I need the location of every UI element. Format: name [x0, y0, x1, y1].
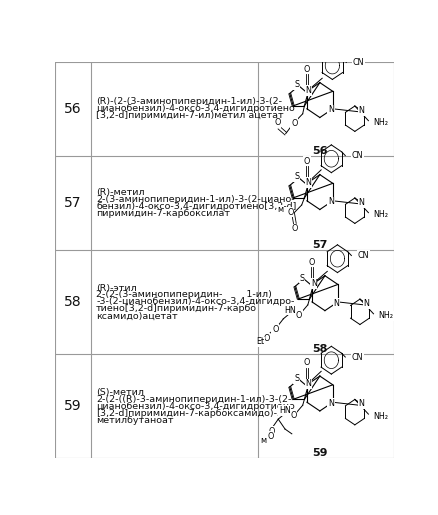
- Text: 59: 59: [312, 448, 328, 458]
- Text: [3,2-d]пиримидин-7-ил)метил ацетат: [3,2-d]пиримидин-7-ил)метил ацетат: [96, 111, 284, 120]
- Text: 59: 59: [64, 399, 82, 413]
- Text: S: S: [294, 80, 299, 90]
- Text: NH₂: NH₂: [373, 411, 388, 421]
- Text: 2-(2-((R)-3-аминопиперидин-1-ил)-3-(2-: 2-(2-((R)-3-аминопиперидин-1-ил)-3-(2-: [96, 395, 292, 404]
- Text: 57: 57: [64, 196, 82, 210]
- Text: O: O: [287, 208, 293, 217]
- Text: N: N: [306, 86, 311, 95]
- Text: пиримидин-7-карбоксилат: пиримидин-7-карбоксилат: [96, 209, 230, 218]
- Text: 58: 58: [312, 344, 328, 354]
- Text: O: O: [304, 157, 310, 166]
- Text: NH₂: NH₂: [378, 311, 393, 320]
- Text: O: O: [291, 119, 297, 128]
- Text: ксамидо)ацетат: ксамидо)ацетат: [96, 311, 178, 320]
- Text: N: N: [359, 399, 364, 408]
- Text: O: O: [267, 432, 274, 441]
- Text: (R)-этил: (R)-этил: [96, 284, 137, 293]
- Text: тиено[3,2-d]пиримидин-7-карбо: тиено[3,2-d]пиримидин-7-карбо: [96, 304, 257, 313]
- Text: N: N: [328, 399, 334, 408]
- Text: 2-(3-аминопиперидин-1-ил)-3-(2-циано-: 2-(3-аминопиперидин-1-ил)-3-(2-циано-: [96, 195, 295, 204]
- Text: O: O: [304, 65, 310, 74]
- Text: CN: CN: [351, 151, 363, 160]
- Text: ᴍ: ᴍ: [278, 205, 284, 214]
- Text: (R)-(2-(3-аминопиперидин-1-ил)-3-(2-: (R)-(2-(3-аминопиперидин-1-ил)-3-(2-: [96, 97, 282, 107]
- Text: N: N: [364, 299, 370, 308]
- Text: N: N: [328, 197, 334, 207]
- Text: N: N: [328, 106, 334, 114]
- Text: N: N: [359, 198, 364, 207]
- Text: O: O: [292, 225, 298, 233]
- Text: O: O: [263, 334, 269, 343]
- Text: N: N: [311, 279, 317, 288]
- Text: NH₂: NH₂: [373, 210, 388, 219]
- Text: CN: CN: [351, 353, 363, 362]
- Text: ᴍ: ᴍ: [261, 436, 267, 445]
- Text: цианобензил)-4-оксо-3,4-дигидротиено: цианобензил)-4-оксо-3,4-дигидротиено: [96, 105, 295, 113]
- Text: N: N: [359, 106, 364, 115]
- Text: 58: 58: [64, 295, 82, 309]
- Text: CN: CN: [353, 58, 364, 67]
- Text: (R)-метил: (R)-метил: [96, 188, 145, 197]
- Text: N: N: [306, 380, 311, 388]
- Text: метилбутаноат: метилбутаноат: [96, 416, 173, 424]
- Text: S: S: [294, 173, 299, 181]
- Text: O: O: [269, 426, 276, 436]
- Text: 56: 56: [64, 102, 82, 116]
- Text: цианобензил)-4-оксо-3,4-дигидротиено: цианобензил)-4-оксо-3,4-дигидротиено: [96, 402, 295, 410]
- Text: CN: CN: [357, 251, 369, 260]
- Text: NH₂: NH₂: [373, 118, 388, 127]
- Text: S: S: [294, 374, 299, 383]
- Text: N: N: [333, 299, 339, 307]
- Text: 57: 57: [312, 239, 328, 250]
- Text: [3,2-d]пиримидин-7-карбоксамидо)-3-: [3,2-d]пиримидин-7-карбоксамидо)-3-: [96, 408, 286, 418]
- Text: O: O: [304, 358, 310, 367]
- Text: Et: Et: [257, 337, 265, 346]
- Text: O: O: [295, 311, 302, 320]
- Text: -3-(2-цианобензил)-4-оксо-3,4-дигидро-: -3-(2-цианобензил)-4-оксо-3,4-дигидро-: [96, 297, 294, 306]
- Text: (S)-метил: (S)-метил: [96, 388, 144, 397]
- Text: O: O: [272, 325, 279, 334]
- Text: O: O: [290, 411, 297, 420]
- Text: HN: HN: [279, 406, 290, 415]
- Text: HN: HN: [284, 305, 296, 315]
- Text: 2-(2-(3-аминопиперидин-        1-ил): 2-(2-(3-аминопиперидин- 1-ил): [96, 290, 272, 299]
- Text: O: O: [309, 258, 315, 267]
- Text: O: O: [274, 118, 281, 127]
- Text: 56: 56: [312, 146, 328, 156]
- Text: S: S: [299, 273, 304, 283]
- Text: N: N: [306, 178, 311, 187]
- Text: бензил)-4-оксо-3,4-дигидротиено[3,2-d]: бензил)-4-оксо-3,4-дигидротиено[3,2-d]: [96, 202, 297, 211]
